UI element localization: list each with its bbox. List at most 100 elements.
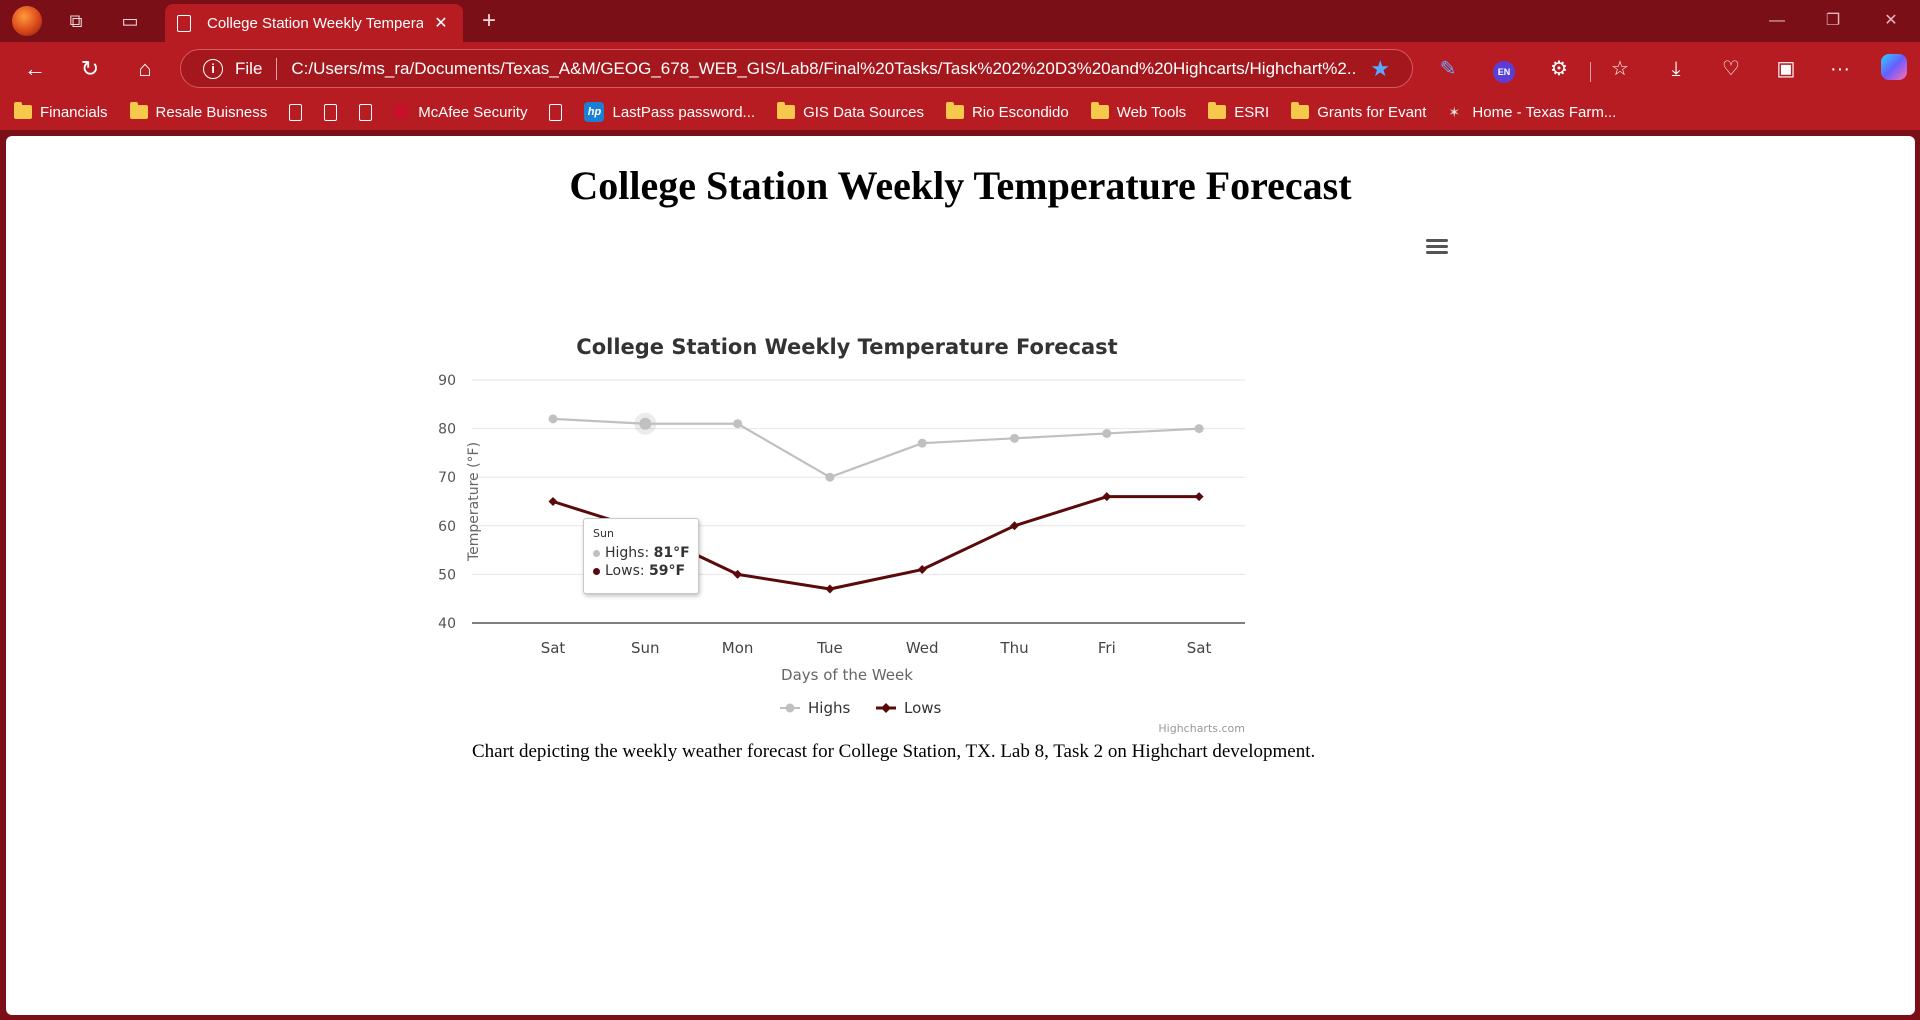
folder-icon (1090, 102, 1109, 119)
x-axis-title: Days of the Week (781, 666, 913, 684)
y-tick-label: 80 (438, 422, 456, 438)
legend-marker-icon (785, 703, 795, 713)
toolbar-divider (1590, 62, 1591, 82)
bookmark-item[interactable]: GIS Data Sources (777, 102, 924, 121)
doc-icon (549, 103, 563, 121)
data-point-highs (548, 414, 558, 424)
x-tick-label: Thu (999, 639, 1028, 657)
url-scheme: File (235, 58, 263, 78)
bookmark-item[interactable]: McAfee Security (394, 104, 527, 121)
bookmark-item[interactable] (324, 103, 338, 121)
data-point-highs (1102, 428, 1112, 438)
page-title: College Station Weekly Temperature Forec… (569, 163, 1352, 208)
favorites-icon[interactable]: ☆ (1611, 58, 1629, 80)
profile-icon[interactable] (12, 6, 42, 36)
chart-tooltip: Sun Highs: 81°F Lows: 59°F (583, 518, 699, 594)
bookmark-item[interactable] (359, 103, 373, 121)
close-tab-icon[interactable]: ✕ (434, 15, 448, 32)
url-text[interactable]: C:/Users/ms_ra/Documents/Texas_A&M/GEOG_… (291, 58, 1357, 78)
folder-icon (945, 102, 964, 119)
credits-link: Highcharts.com (1158, 722, 1245, 735)
restore-icon[interactable]: ❐ (1825, 12, 1841, 29)
data-point-lows (1102, 492, 1112, 502)
refresh-icon[interactable]: ↻ (80, 56, 100, 81)
pen-icon[interactable]: ✎ (1439, 58, 1457, 80)
data-point-highs (639, 417, 652, 430)
workspaces-icon[interactable]: ⧉ (69, 10, 83, 31)
data-point-lows (917, 565, 927, 575)
x-tick-label: Fri (1098, 639, 1116, 657)
back-icon[interactable]: ← (24, 56, 46, 81)
x-tick-label: Mon (722, 639, 754, 657)
bookmark-item[interactable]: hp LastPass password... (584, 102, 755, 122)
y-axis-title: Temperature (°F) (466, 442, 482, 562)
collections-icon[interactable]: ▣ (1776, 58, 1796, 80)
tooltip-row-lows: Lows: 59°F (593, 562, 689, 580)
bookmark-item[interactable]: Web Tools (1090, 102, 1187, 121)
extensions-icon[interactable]: ⚙ (1550, 58, 1568, 80)
tab-actions-icon[interactable]: ▭ (121, 10, 139, 31)
bookmark-item[interactable] (289, 103, 303, 121)
page-viewport: College Station Weekly Temperature Forec… (6, 136, 1915, 1015)
x-tick-label: Wed (906, 639, 939, 657)
bookmark-item[interactable]: Resale Buisness (129, 102, 267, 121)
chart-menu-icon[interactable] (1424, 236, 1450, 258)
tooltip-value: 81°F (653, 545, 690, 561)
bookmark-label: Grants for Evant (1317, 103, 1427, 121)
bookmark-item[interactable]: ESRI (1208, 102, 1270, 121)
bookmark-label: Web Tools (1116, 103, 1187, 121)
minimize-icon[interactable]: — (1769, 12, 1785, 29)
folder-icon (129, 102, 148, 119)
more-icon[interactable]: ··· (1830, 58, 1850, 80)
bookmark-item[interactable]: ✶ Home - Texas Farm... (1448, 104, 1616, 121)
x-tick-label: Sun (631, 639, 660, 657)
data-point-highs (1194, 424, 1204, 434)
address-bar[interactable]: i File C:/Users/ms_ra/Documents/Texas_A&… (180, 49, 1413, 88)
bookmark-item[interactable]: Grants for Evant (1291, 102, 1427, 121)
y-tick-label: 40 (438, 616, 456, 632)
data-point-highs (1010, 433, 1019, 443)
legend-marker-icon (881, 703, 891, 713)
lows-dot-icon (593, 567, 600, 575)
y-tick-label: 60 (438, 519, 456, 535)
x-tick-label: Sat (1187, 639, 1212, 657)
folder-icon (1291, 102, 1310, 119)
downloads-icon[interactable]: ⤓ (1671, 58, 1681, 80)
data-point-highs (733, 419, 743, 429)
tooltip-label: Highs: (605, 545, 654, 561)
health-icon[interactable]: ♡ (1722, 58, 1740, 80)
en-icon[interactable]: EN (1489, 54, 1519, 84)
x-tick-label: Sat (541, 639, 566, 657)
new-tab-icon[interactable]: + (481, 7, 496, 34)
info-icon[interactable]: i (203, 58, 223, 79)
tab-active[interactable]: College Station Weekly Temperature Forec… (165, 4, 463, 42)
en-badge: EN (1493, 61, 1515, 83)
window-close-icon[interactable]: ✕ (1884, 12, 1898, 29)
bookmark-item[interactable]: Rio Escondido (945, 102, 1069, 121)
doc-icon (324, 103, 338, 121)
home-icon[interactable]: ⌂ (138, 56, 152, 81)
data-point-lows (1194, 492, 1204, 502)
tab-title: College Station Weekly Temperature Forec… (207, 14, 423, 32)
hp-icon: hp (584, 102, 605, 122)
copilot-icon[interactable] (1879, 54, 1909, 84)
bookmark-label: ESRI (1234, 103, 1270, 121)
folder-icon (777, 102, 796, 119)
favorite-star-icon[interactable]: ★ (1370, 55, 1391, 81)
data-point-lows (825, 584, 835, 594)
bookmark-label: LastPass password... (612, 103, 756, 121)
temperature-chart: College Station Weekly Temperature Forec… (438, 335, 1245, 735)
data-point-lows (733, 569, 743, 579)
address-divider (276, 57, 278, 80)
folder-icon (14, 102, 32, 119)
browser-toolbar: ← ↻ ⌂ i File C:/Users/ms_ra/Documents/Te… (0, 42, 1920, 94)
doc-icon (289, 103, 303, 121)
tooltip-row-highs: Highs: 81°F (593, 544, 690, 562)
chart-title: College Station Weekly Temperature Forec… (576, 335, 1117, 359)
bookmark-item[interactable]: Financials (14, 102, 108, 121)
bookmark-label: GIS Data Sources (803, 103, 924, 121)
bookmark-label: Rio Escondido (971, 103, 1069, 121)
bookmark-item[interactable] (549, 103, 563, 121)
y-tick-label: 50 (438, 567, 456, 583)
bookmark-label: Home - Texas Farm... (1472, 103, 1617, 121)
